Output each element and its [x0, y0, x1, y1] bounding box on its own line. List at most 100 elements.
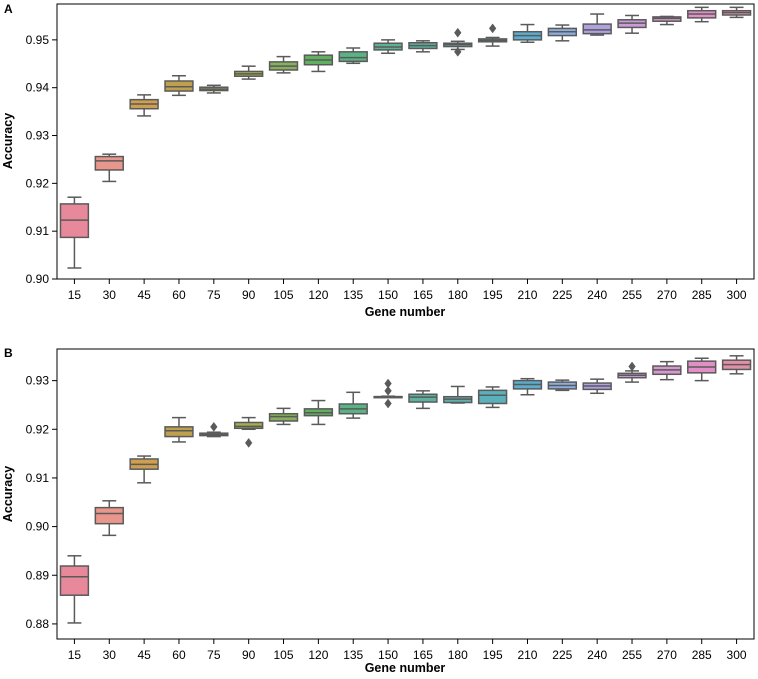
box-body — [233, 421, 264, 430]
box-90 — [233, 416, 264, 448]
x-tick-label: 150 — [378, 648, 398, 662]
y-tick-label: 0.95 — [26, 33, 50, 47]
box-135 — [338, 391, 368, 419]
x-tick-label: 195 — [483, 288, 503, 302]
box-285 — [687, 6, 717, 23]
x-tick-label: 180 — [448, 648, 468, 662]
x-tick-label: 285 — [692, 648, 712, 662]
panel-b-frame — [56, 348, 755, 640]
box-240 — [582, 378, 612, 395]
panel-a-boxes — [59, 6, 752, 269]
box-210 — [512, 23, 543, 44]
x-tick-label: 150 — [378, 288, 398, 302]
box-75 — [199, 421, 229, 438]
x-tick-label: 105 — [274, 288, 294, 302]
x-tick-label: 285 — [692, 288, 712, 302]
x-tick-label: 30 — [103, 648, 117, 662]
box-270 — [652, 360, 682, 381]
panel-a-x-axis: 15 30 45 60 75 90 105 120 135 150 165 180 195 210 225 2… — [68, 279, 747, 302]
box-body — [59, 565, 90, 596]
y-tick-label: 0.89 — [26, 568, 50, 582]
outlier-point — [210, 421, 218, 432]
x-tick-label: 90 — [242, 288, 256, 302]
x-tick-label: 15 — [68, 288, 82, 302]
box-300 — [721, 355, 752, 375]
box-195 — [477, 23, 508, 47]
box-135 — [338, 47, 368, 65]
box-90 — [233, 65, 264, 80]
box-30 — [94, 153, 124, 183]
x-tick-label: 15 — [68, 648, 82, 662]
panel-a-y-axis: 0.90 0.91 0.92 0.93 0.94 0.95 — [26, 33, 57, 286]
box-120 — [303, 399, 334, 426]
box-105 — [268, 55, 299, 74]
y-tick-label: 0.93 — [26, 129, 50, 143]
box-30 — [94, 500, 124, 537]
x-tick-label: 45 — [137, 288, 151, 302]
box-body — [408, 393, 438, 403]
panel-b-y-label: Accuracy — [1, 466, 15, 522]
panel-b: B 0.880.890.900.910.920.93 15 30 45 60 75 90 1… — [1, 346, 755, 675]
x-tick-label: 165 — [413, 648, 433, 662]
x-tick-label: 30 — [103, 288, 117, 302]
x-tick-label: 270 — [657, 288, 677, 302]
box-255 — [617, 361, 647, 383]
x-tick-label: 165 — [413, 288, 433, 302]
x-tick-label: 225 — [552, 648, 572, 662]
outlier-point — [488, 23, 497, 34]
box-15 — [59, 196, 90, 269]
box-60 — [164, 74, 194, 97]
outlier-point — [454, 27, 462, 38]
y-tick-label: 0.91 — [26, 224, 50, 238]
x-tick-label: 90 — [242, 648, 256, 662]
box-165 — [408, 390, 438, 410]
outlier-point — [628, 361, 636, 372]
box-240 — [582, 13, 612, 36]
y-tick-label: 0.92 — [26, 422, 50, 436]
y-tick-label: 0.94 — [26, 81, 50, 95]
box-body — [582, 23, 612, 35]
panel-b-boxes — [59, 355, 752, 624]
box-180 — [443, 385, 473, 404]
x-tick-label: 60 — [172, 288, 186, 302]
x-tick-label: 210 — [517, 288, 537, 302]
box-45 — [129, 455, 159, 484]
box-150 — [373, 39, 403, 55]
box-210 — [512, 377, 543, 396]
box-285 — [687, 357, 717, 382]
x-tick-label: 270 — [657, 648, 677, 662]
x-tick-label: 255 — [622, 288, 642, 302]
box-225 — [547, 24, 578, 42]
box-270 — [652, 15, 682, 26]
panel-a-x-label: Gene number — [365, 305, 446, 319]
box-body — [94, 506, 124, 525]
x-tick-label: 240 — [587, 648, 607, 662]
x-tick-label: 75 — [207, 288, 221, 302]
box-body — [477, 389, 508, 405]
outlier-point — [384, 385, 392, 396]
x-tick-label: 210 — [517, 648, 537, 662]
box-15 — [59, 555, 90, 624]
box-105 — [268, 407, 299, 426]
x-tick-label: 225 — [552, 288, 572, 302]
box-195 — [477, 386, 508, 409]
outlier-point — [244, 437, 253, 448]
x-tick-label: 135 — [343, 288, 363, 302]
box-body — [338, 51, 368, 63]
y-tick-label: 0.91 — [26, 471, 50, 485]
panel-b-x-axis: 15 30 45 60 75 90 105 120 135 150 165 180 195 210 225 2… — [68, 639, 747, 662]
box-165 — [408, 40, 438, 53]
box-120 — [303, 51, 334, 73]
panel-a-frame — [56, 3, 755, 280]
box-300 — [721, 6, 752, 19]
y-tick-label: 0.92 — [26, 176, 50, 190]
box-255 — [617, 14, 647, 34]
box-75 — [199, 84, 229, 94]
x-tick-label: 135 — [343, 648, 363, 662]
x-tick-label: 180 — [448, 288, 468, 302]
x-tick-label: 300 — [727, 648, 747, 662]
y-tick-label: 0.93 — [26, 374, 50, 388]
x-tick-label: 75 — [207, 648, 221, 662]
x-tick-label: 120 — [308, 648, 328, 662]
